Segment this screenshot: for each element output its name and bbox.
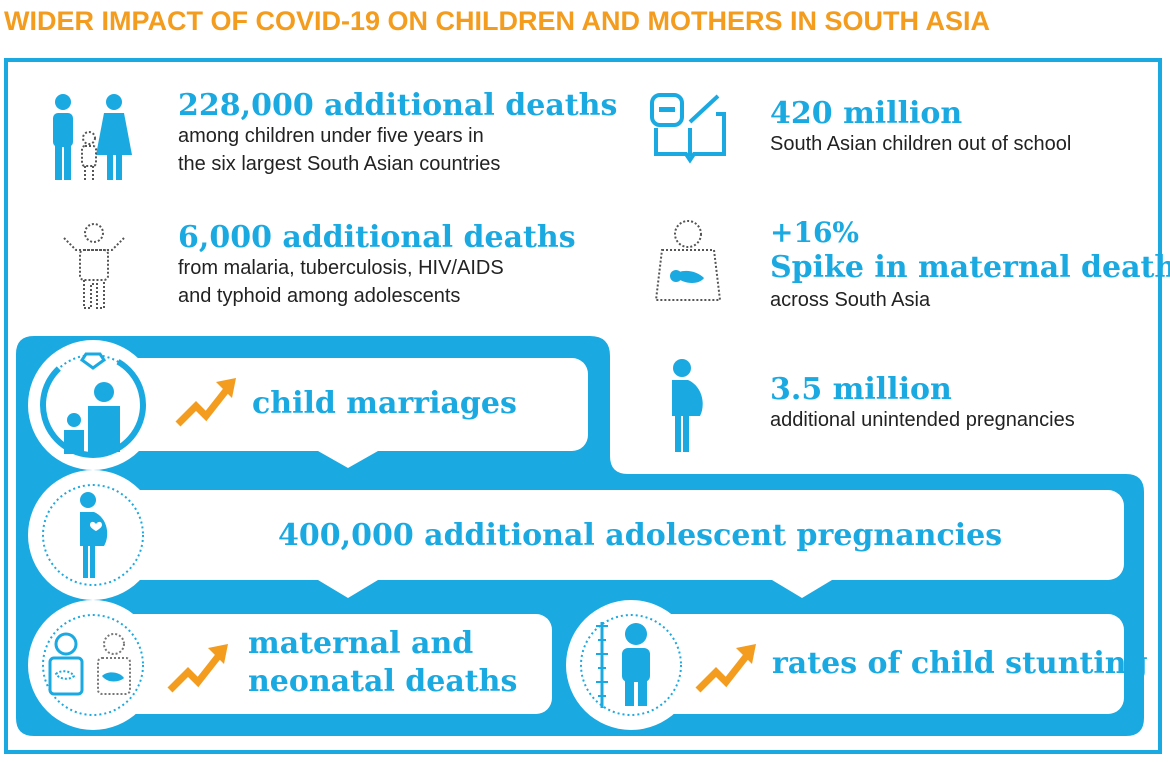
child-deaths-headline: 228,000 additional deaths	[178, 88, 618, 123]
mother-newborn-icon	[42, 614, 144, 716]
child-deaths-line2: the six largest South Asian countries	[178, 153, 501, 175]
adolescent-pregnancies-label: 400,000 additional adolescent pregnancie…	[278, 518, 1003, 553]
child-height-icon	[580, 614, 682, 716]
out-of-school-line1: South Asian children out of school	[770, 133, 1072, 155]
adolescent-pregnancies-card	[82, 490, 1124, 580]
stunting-card	[612, 614, 1124, 714]
maternal-neonatal-card	[82, 614, 552, 714]
maternal-deaths-line1: across South Asia	[770, 289, 931, 311]
maternal-neonatal-line2: neonatal deaths	[248, 664, 518, 699]
marriage-icon	[39, 352, 146, 458]
pregnant-woman-icon	[672, 359, 703, 452]
mother-baby-icon	[654, 220, 722, 301]
pregnant-girl-icon	[42, 484, 144, 586]
increase-arrow-icon	[175, 378, 236, 427]
child-marriages-label: child marriages	[252, 386, 517, 421]
family-icon	[53, 94, 132, 182]
child-marriages-card	[82, 358, 588, 451]
adolescent-icon	[63, 223, 125, 309]
adolescent-deaths-headline: 6,000 additional deaths	[178, 220, 576, 255]
maternal-neonatal-line1: maternal and	[248, 626, 474, 661]
stunting-label: rates of child stunting	[772, 646, 1148, 681]
unintended-pregnancies-headline: 3.5 million	[770, 372, 952, 407]
unintended-pregnancies-line1: additional unintended pregnancies	[770, 409, 1075, 431]
adolescent-deaths-line2: and typhoid among adolescents	[178, 285, 461, 307]
increase-arrow-icon-3	[695, 644, 756, 693]
page-title: WIDER IMPACT OF COVID-19 ON CHILDREN AND…	[4, 6, 991, 36]
book-icon	[650, 93, 726, 164]
out-of-school-headline: 420 million	[770, 96, 963, 131]
increase-arrow-icon-2	[167, 644, 228, 693]
adolescent-deaths-line1: from malaria, tuberculosis, HIV/AIDS	[178, 257, 504, 279]
maternal-deaths-headline: Spike in maternal deaths	[770, 250, 1170, 285]
child-deaths-line1: among children under five years in	[178, 125, 484, 147]
maternal-deaths-prefix: +16%	[770, 216, 860, 249]
